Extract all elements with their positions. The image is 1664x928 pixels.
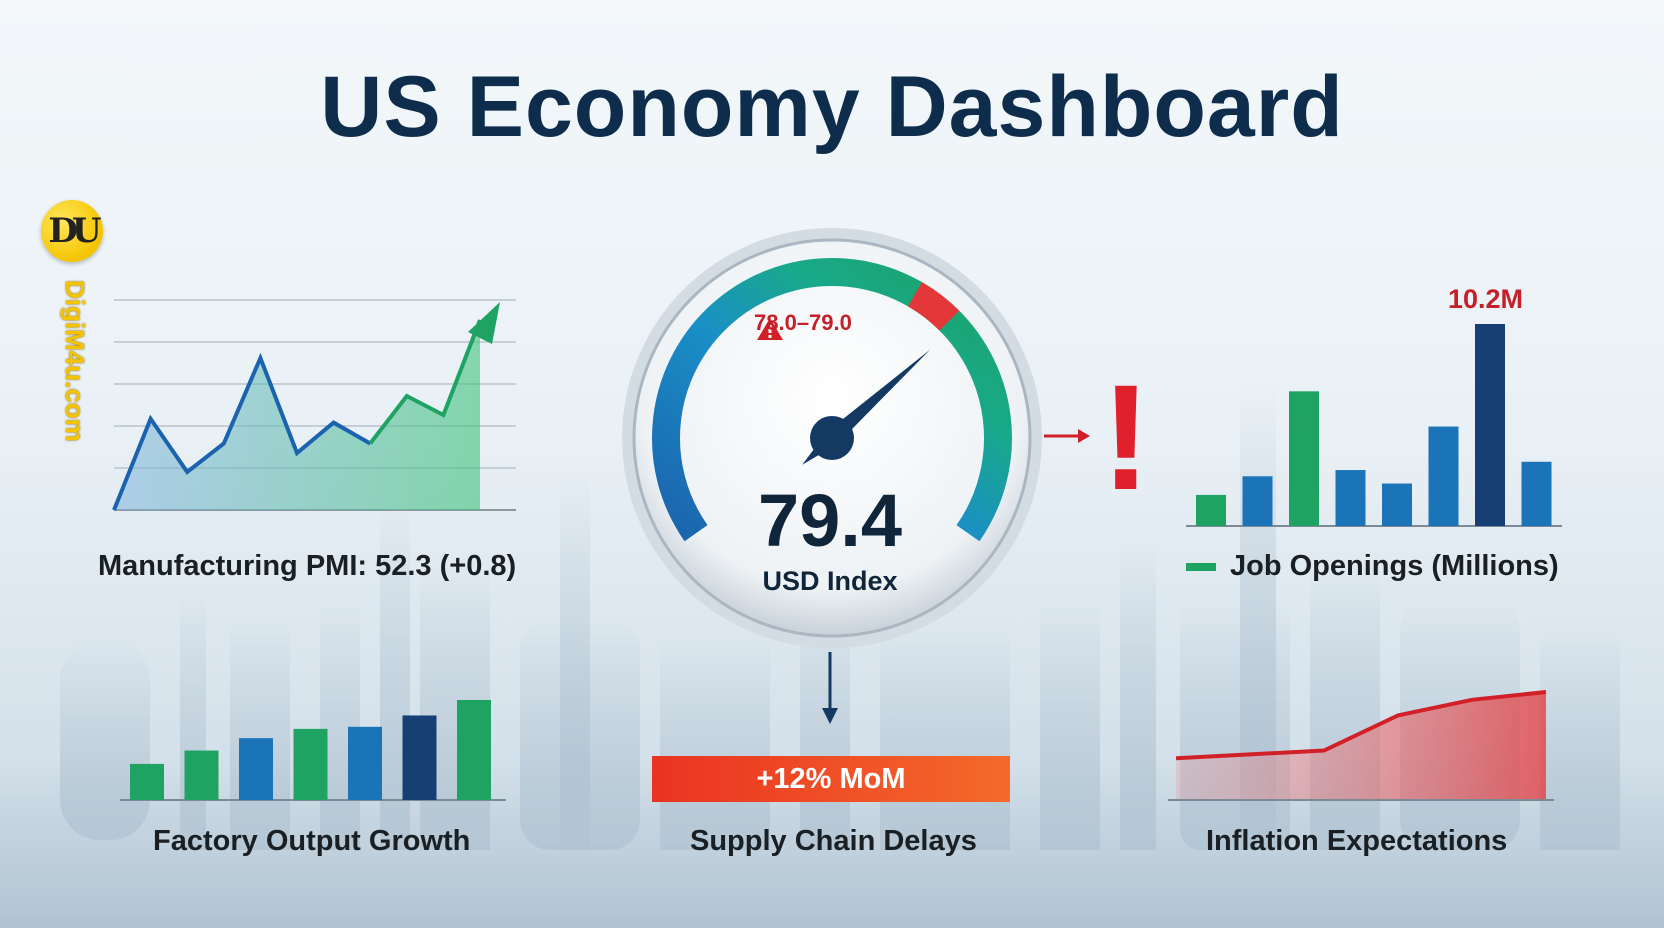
factory-output-bar bbox=[184, 750, 219, 800]
gauge-hub bbox=[810, 416, 854, 460]
logo-badge: DU bbox=[41, 200, 103, 262]
factory-output-bar-chart bbox=[120, 700, 506, 801]
job-openings-bar bbox=[1335, 470, 1366, 526]
gauge-label: USD Index bbox=[762, 566, 898, 596]
inflation-caption: Inflation Expectations bbox=[1206, 825, 1508, 857]
factory-output-bar bbox=[348, 726, 382, 800]
factory-output-bar bbox=[130, 763, 164, 800]
job-openings-bar bbox=[1289, 391, 1319, 526]
factory-output-bar bbox=[293, 728, 328, 800]
site-watermark: DigiM4u.com bbox=[60, 280, 90, 442]
job-openings-bar bbox=[1242, 476, 1273, 526]
trend-arrow-icon bbox=[468, 302, 500, 344]
gauge-alert-zone bbox=[907, 282, 960, 331]
gauge-value: 79.4 bbox=[757, 479, 903, 562]
pmi-line-chart bbox=[112, 299, 516, 511]
job-openings-bar bbox=[1521, 461, 1552, 526]
pmi-caption: Manufacturing PMI: 52.3 (+0.8) bbox=[98, 550, 517, 582]
pmi-line-segment bbox=[112, 352, 372, 511]
supply-chain-caption: Supply Chain Delays bbox=[690, 825, 977, 857]
legend-label: Job Openings (Millions) bbox=[1230, 550, 1559, 582]
arrow-down-icon bbox=[822, 652, 838, 724]
factory-output-bar bbox=[239, 738, 273, 800]
gauge-arc bbox=[652, 258, 1012, 542]
job-openings-bar bbox=[1382, 483, 1412, 526]
pmi-area-fill bbox=[114, 320, 480, 510]
inflation-area-fill bbox=[1176, 692, 1546, 800]
supply-chain-mom-bar: +12% MoM bbox=[652, 756, 1010, 802]
job-openings-bar bbox=[1196, 494, 1226, 526]
exclamation-icon: ! bbox=[1101, 353, 1151, 521]
inflation-area-chart bbox=[1168, 690, 1554, 801]
job-openings-bar bbox=[1428, 426, 1459, 526]
factory-output-caption: Factory Output Growth bbox=[153, 825, 471, 857]
job-openings-bar-chart bbox=[1186, 324, 1562, 527]
page-title: US Economy Dashboard bbox=[320, 59, 1344, 155]
usd-index-gauge bbox=[622, 228, 1042, 648]
inflation-line bbox=[1175, 690, 1547, 761]
gauge-alert-range: 78.0–79.0 bbox=[754, 310, 852, 335]
job-openings-legend: Job Openings (Millions) bbox=[1186, 550, 1559, 583]
factory-output-bar bbox=[457, 700, 491, 800]
job-openings-peak-label: 10.2M bbox=[1448, 284, 1524, 314]
pmi-line-segment bbox=[368, 319, 482, 445]
factory-output-bar bbox=[402, 715, 437, 800]
legend-swatch bbox=[1186, 562, 1216, 571]
arrow-right-icon bbox=[1044, 429, 1090, 443]
job-openings-bar bbox=[1475, 324, 1505, 526]
